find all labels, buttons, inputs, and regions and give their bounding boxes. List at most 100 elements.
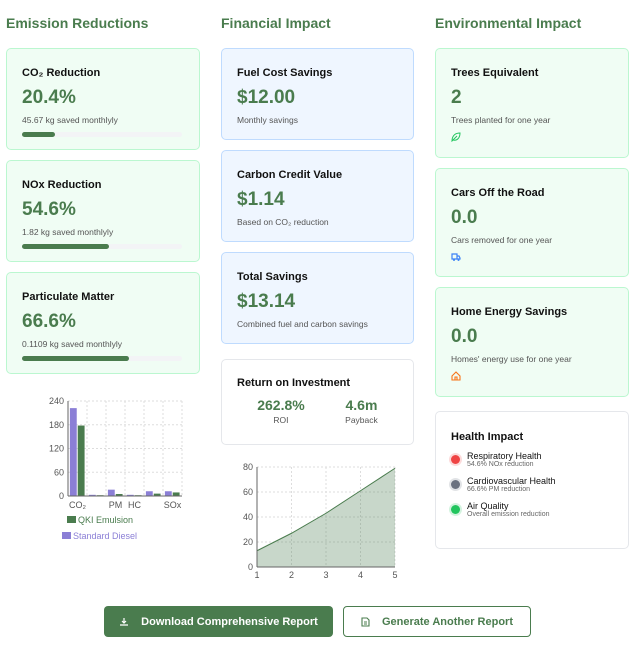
- legend-label: Standard Diesel: [73, 531, 137, 541]
- bar-standard-diesel: [107, 489, 115, 496]
- home-icon: [451, 371, 461, 381]
- legend-swatch: [62, 532, 71, 539]
- status-dot: [451, 455, 460, 464]
- x-tick-label: HC: [128, 500, 141, 510]
- co2-reduction-card: CO₂ Reduction 20.4% 45.67 kg saved month…: [6, 48, 200, 150]
- y-tick-label: 20: [243, 537, 253, 547]
- area-line: [256, 467, 396, 552]
- card-value: 54.6%: [22, 199, 76, 220]
- card-value: 0.0: [451, 326, 478, 347]
- card-title: Return on Investment: [237, 377, 351, 389]
- generate-label: Generate Another Report: [381, 615, 513, 628]
- truck-icon: [451, 253, 461, 261]
- x-tick-label: 5: [392, 570, 397, 580]
- carbon-credit-card: Carbon Credit Value $1.14 Based on CO₂ r…: [221, 150, 414, 242]
- document-icon: [361, 616, 370, 627]
- x-tick-label: PM: [109, 500, 123, 510]
- progress-bar: [22, 356, 182, 361]
- legend-swatch: [67, 516, 76, 523]
- bar-qki-emulsion: [115, 494, 123, 496]
- card-title: Total Savings: [237, 271, 308, 283]
- health-item: Air Quality Overall emission reduction: [451, 501, 613, 518]
- card-subtext: Based on CO₂ reduction: [237, 217, 329, 227]
- card-title: Health Impact: [451, 431, 524, 443]
- bar-qki-emulsion: [153, 493, 161, 496]
- download-icon: [120, 617, 129, 626]
- progress-bar: [22, 132, 182, 137]
- health-item: Respiratory Health 54.6% NOx reduction: [451, 451, 613, 468]
- fuel-cost-card: Fuel Cost Savings $12.00 Monthly savings: [221, 48, 414, 140]
- progress-fill: [22, 244, 110, 249]
- status-dot: [451, 480, 460, 489]
- health-sub: Overall emission reduction: [467, 511, 550, 518]
- card-value: 66.6%: [22, 311, 76, 332]
- x-tick-label: 1: [254, 570, 259, 580]
- bar-qki-emulsion: [172, 492, 180, 496]
- card-value: $1.14: [237, 189, 285, 210]
- card-title: Cars Off the Road: [451, 187, 545, 199]
- card-subtext: Homes' energy use for one year: [451, 354, 572, 364]
- leaf-icon: [451, 132, 461, 143]
- y-tick-label: 80: [243, 462, 253, 472]
- environmental-heading: Environmental Impact: [435, 15, 582, 31]
- bar-standard-diesel: [145, 491, 153, 496]
- bar-qki-emulsion: [77, 425, 85, 496]
- total-savings-card: Total Savings $13.14 Combined fuel and c…: [221, 252, 414, 344]
- x-tick-label: SOx: [164, 500, 182, 510]
- card-title: NOx Reduction: [22, 179, 102, 191]
- status-dot: [451, 505, 460, 514]
- card-value: 0.0: [451, 207, 478, 228]
- card-subtext: Trees planted for one year: [451, 115, 551, 125]
- card-value: $12.00: [237, 87, 296, 108]
- card-subtext: Monthly savings: [237, 115, 298, 125]
- y-tick-label: 60: [54, 467, 64, 477]
- y-tick-label: 60: [243, 487, 253, 497]
- pm-reduction-card: Particulate Matter 66.6% 0.1109 kg saved…: [6, 272, 200, 374]
- card-subtext: Combined fuel and carbon savings: [237, 319, 368, 329]
- payback-value: 4.6m: [345, 397, 378, 413]
- bar-standard-diesel: [126, 494, 134, 496]
- financial-heading: Financial Impact: [221, 15, 331, 31]
- card-title: CO₂ Reduction: [22, 67, 101, 79]
- progress-fill: [22, 132, 55, 137]
- card-value: 2: [451, 87, 462, 108]
- card-title: Home Energy Savings: [451, 306, 568, 318]
- bar-standard-diesel: [69, 408, 77, 496]
- y-tick-label: 180: [49, 420, 64, 430]
- bar-standard-diesel: [164, 491, 172, 496]
- generate-report-button[interactable]: Generate Another Report: [343, 606, 531, 637]
- trees-card: Trees Equivalent 2 Trees planted for one…: [435, 48, 629, 158]
- emission-heading: Emission Reductions: [6, 15, 149, 31]
- y-tick-label: 240: [49, 396, 64, 406]
- card-title: Carbon Credit Value: [237, 169, 343, 181]
- health-sub: 66.6% PM reduction: [467, 486, 531, 493]
- card-subtext: Cars removed for one year: [451, 235, 553, 245]
- card-value: $13.14: [237, 291, 296, 312]
- x-tick-label: 3: [323, 570, 328, 580]
- x-tick-label: 4: [358, 570, 363, 580]
- download-label: Download Comprehensive Report: [141, 615, 318, 628]
- card-title: Particulate Matter: [22, 291, 115, 303]
- progress-fill: [22, 356, 129, 361]
- health-item: Cardiovascular Health 66.6% PM reduction: [451, 476, 613, 493]
- bar-standard-diesel: [88, 494, 96, 496]
- card-value: 20.4%: [22, 87, 76, 108]
- card-subtext: 1.82 kg saved monthlyly: [22, 227, 114, 237]
- home-energy-card: Home Energy Savings 0.0 Homes' energy us…: [435, 287, 629, 397]
- card-title: Fuel Cost Savings: [237, 67, 333, 79]
- roi-value: 262.8%: [257, 397, 305, 413]
- health-sub: 54.6% NOx reduction: [467, 461, 534, 468]
- y-tick-label: 40: [243, 512, 253, 522]
- health-label: Air Quality: [467, 501, 509, 511]
- download-report-button[interactable]: Download Comprehensive Report: [104, 606, 333, 637]
- y-tick-label: 120: [49, 444, 64, 454]
- card-subtext: 45.67 kg saved monthlyly: [22, 115, 118, 125]
- x-tick-label: 2: [289, 570, 294, 580]
- y-tick-label: 0: [59, 491, 64, 501]
- health-label: Respiratory Health: [467, 451, 542, 461]
- roi-card: Return on Investment 262.8% ROI 4.6m Payba…: [221, 359, 414, 445]
- legend-label: QKI Emulsion: [78, 515, 133, 525]
- cars-card: Cars Off the Road 0.0 Cars removed for o…: [435, 168, 629, 277]
- card-subtext: 0.1109 kg saved monthlyly: [22, 339, 123, 349]
- card-title: Trees Equivalent: [451, 67, 539, 79]
